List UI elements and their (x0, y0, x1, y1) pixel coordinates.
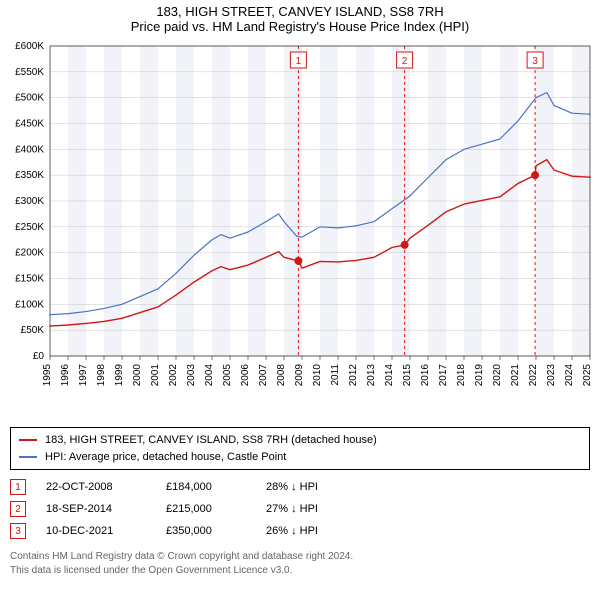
svg-text:2002: 2002 (168, 364, 179, 387)
legend-row: 183, HIGH STREET, CANVEY ISLAND, SS8 7RH… (19, 432, 581, 449)
transaction-date: 10-DEC-2021 (46, 525, 146, 537)
legend-row: HPI: Average price, detached house, Cast… (19, 449, 581, 466)
transaction-price: £215,000 (166, 503, 246, 515)
price-chart: £0 £50K £100K £150K £200K £250K £300K £350K £400… (0, 36, 600, 416)
transaction-delta: 27% ↓ HPI (266, 503, 376, 515)
svg-text:1998: 1998 (96, 364, 107, 387)
svg-text:2: 2 (402, 56, 408, 67)
legend-label: 183, HIGH STREET, CANVEY ISLAND, SS8 7RH… (45, 432, 377, 449)
svg-text:£400K: £400K (15, 144, 44, 155)
svg-text:1997: 1997 (78, 364, 89, 387)
svg-text:2015: 2015 (402, 364, 413, 387)
svg-text:1: 1 (296, 56, 302, 67)
svg-text:2018: 2018 (456, 364, 467, 387)
svg-text:2017: 2017 (438, 364, 449, 387)
transaction-delta: 26% ↓ HPI (266, 525, 376, 537)
svg-text:2020: 2020 (492, 364, 503, 387)
svg-text:1999: 1999 (114, 364, 125, 387)
svg-text:2001: 2001 (150, 364, 161, 387)
svg-text:2011: 2011 (330, 364, 341, 386)
svg-text:2023: 2023 (546, 364, 557, 387)
transaction-price: £350,000 (166, 525, 246, 537)
svg-text:£200K: £200K (15, 248, 44, 259)
transaction-price: £184,000 (166, 481, 246, 493)
svg-text:2012: 2012 (348, 364, 359, 387)
svg-text:£50K: £50K (21, 325, 45, 336)
transaction-delta: 28% ↓ HPI (266, 481, 376, 493)
svg-text:£350K: £350K (15, 170, 44, 181)
legend-swatch (19, 439, 37, 441)
svg-text:£150K: £150K (15, 274, 44, 285)
legend-swatch (19, 456, 37, 458)
title-address: 183, HIGH STREET, CANVEY ISLAND, SS8 7RH (0, 4, 600, 19)
transactions-table: 1 22-OCT-2008 £184,000 28% ↓ HPI 2 18-SE… (10, 476, 590, 542)
svg-text:2021: 2021 (510, 364, 521, 387)
legend-box: 183, HIGH STREET, CANVEY ISLAND, SS8 7RH… (10, 427, 590, 470)
transaction-date: 18-SEP-2014 (46, 503, 146, 515)
title-subtitle: Price paid vs. HM Land Registry's House … (0, 19, 600, 34)
svg-text:2022: 2022 (528, 364, 539, 387)
copyright-line: Contains HM Land Registry data © Crown c… (10, 550, 590, 564)
transaction-row: 2 18-SEP-2014 £215,000 27% ↓ HPI (10, 498, 590, 520)
svg-text:2013: 2013 (366, 364, 377, 387)
svg-text:2004: 2004 (204, 364, 215, 387)
svg-text:£0: £0 (33, 351, 45, 362)
svg-text:2016: 2016 (420, 364, 431, 387)
svg-text:£100K: £100K (15, 299, 44, 310)
svg-text:£550K: £550K (15, 67, 44, 78)
svg-text:2000: 2000 (132, 364, 143, 387)
svg-text:£600K: £600K (15, 41, 44, 52)
page-root: { "title_line1": "183, HIGH STREET, CANV… (0, 0, 600, 578)
svg-text:2019: 2019 (474, 364, 485, 387)
transaction-marker: 1 (10, 479, 26, 495)
svg-text:2006: 2006 (240, 364, 251, 387)
svg-text:2007: 2007 (258, 364, 269, 387)
transaction-marker: 3 (10, 523, 26, 539)
copyright-notice: Contains HM Land Registry data © Crown c… (10, 550, 590, 578)
svg-text:2010: 2010 (312, 364, 323, 387)
svg-text:2003: 2003 (186, 364, 197, 387)
svg-text:2005: 2005 (222, 364, 233, 387)
svg-text:2025: 2025 (582, 364, 593, 387)
svg-text:2008: 2008 (276, 364, 287, 387)
chart-titles: 183, HIGH STREET, CANVEY ISLAND, SS8 7RH… (0, 0, 600, 36)
chart-container: £0 £50K £100K £150K £200K £250K £300K £350K £400… (0, 36, 600, 421)
svg-text:£500K: £500K (15, 93, 44, 104)
legend-label: HPI: Average price, detached house, Cast… (45, 449, 286, 466)
svg-text:2014: 2014 (384, 364, 395, 387)
transaction-date: 22-OCT-2008 (46, 481, 146, 493)
svg-text:1996: 1996 (60, 364, 71, 387)
copyright-line: This data is licensed under the Open Gov… (10, 564, 590, 578)
transaction-row: 1 22-OCT-2008 £184,000 28% ↓ HPI (10, 476, 590, 498)
transaction-row: 3 10-DEC-2021 £350,000 26% ↓ HPI (10, 520, 590, 542)
svg-text:2024: 2024 (564, 364, 575, 387)
svg-text:3: 3 (532, 56, 538, 67)
transaction-marker: 2 (10, 501, 26, 517)
svg-text:£300K: £300K (15, 196, 44, 207)
svg-text:£250K: £250K (15, 222, 44, 233)
svg-text:£450K: £450K (15, 119, 44, 130)
svg-text:1995: 1995 (42, 364, 53, 387)
svg-text:2009: 2009 (294, 364, 305, 387)
